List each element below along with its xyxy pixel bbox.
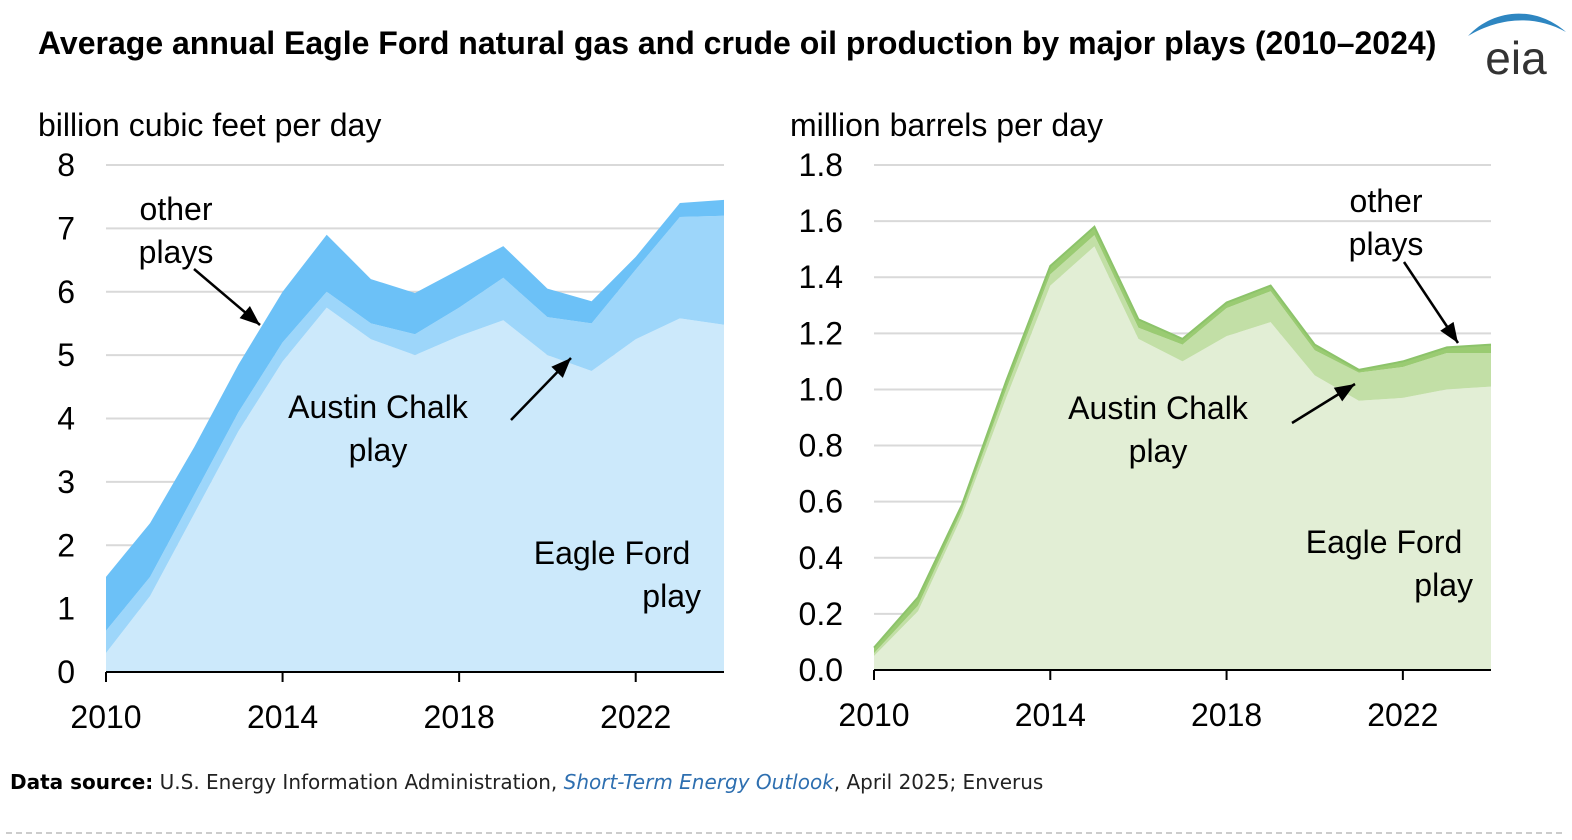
eagle-ford-play-label-line: Eagle Ford xyxy=(1306,524,1463,560)
total-outline xyxy=(873,225,1492,649)
eagle-ford-play-area xyxy=(106,307,724,672)
data-source-note: Data source: U.S. Energy Information Adm… xyxy=(10,770,1043,794)
x-tick-label: 2018 xyxy=(424,699,495,735)
other-plays-label-line: other xyxy=(140,191,213,227)
eagle-ford-play-label-line: play xyxy=(642,578,701,614)
eia-logo-swoosh-icon xyxy=(1468,13,1566,36)
y-tick-label: 1.2 xyxy=(799,315,843,351)
x-tick-label: 2022 xyxy=(600,699,671,735)
steo-link[interactable]: Short-Term Energy Outlook xyxy=(563,770,834,794)
other-plays-label: other plays xyxy=(139,191,214,270)
annotation-arrowhead-icon xyxy=(1333,384,1355,402)
other-plays-label-line: plays xyxy=(1349,226,1424,262)
other-plays-area xyxy=(106,199,724,631)
austin-chalk-play-label: Austin Chalk play xyxy=(288,389,469,468)
other-plays-label-line: other xyxy=(1350,183,1423,219)
y-tick-label: 1.8 xyxy=(799,147,843,183)
y-tick-label: 3 xyxy=(57,464,75,500)
annotation-arrowhead-icon xyxy=(239,305,260,325)
y-tick-label: 8 xyxy=(57,147,75,183)
y-tick-label: 0 xyxy=(57,654,75,690)
other-plays-label: other plays xyxy=(1349,183,1424,262)
austin-chalk-play-area xyxy=(874,235,1491,656)
eagle-ford-play-label-line: Eagle Ford xyxy=(534,535,691,571)
chart-title: Average annual Eagle Ford natural gas an… xyxy=(38,25,1437,61)
y-axis-title: billion cubic feet per day xyxy=(38,107,381,143)
y-tick-label: 1.6 xyxy=(799,203,843,239)
annotation-arrowhead-icon xyxy=(1440,321,1458,343)
x-tick-label: 2010 xyxy=(838,697,909,733)
y-tick-label: 0.4 xyxy=(799,540,843,576)
austin-chalk-play-label-line: play xyxy=(1129,433,1188,469)
oil-production-chart: million barrels per day 0.0 0.2 0.4 0.6 0.8 1.… xyxy=(790,107,1492,733)
y-tick-label: 1 xyxy=(57,591,75,627)
eia-logo: eia xyxy=(1468,13,1566,84)
y-tick-label: 0.8 xyxy=(799,428,843,464)
annotation-arrowhead-icon xyxy=(551,358,571,378)
y-tick-label: 4 xyxy=(57,401,75,437)
y-tick-label: 7 xyxy=(57,210,75,246)
data-source-label: Data source: xyxy=(10,770,154,794)
eagle-ford-play-label: Eagle Ford play xyxy=(534,535,701,614)
x-tick-label: 2022 xyxy=(1367,697,1438,733)
austin-chalk-play-area xyxy=(106,215,724,653)
y-tick-label: 5 xyxy=(57,337,75,373)
y-tick-label: 1.0 xyxy=(799,371,843,407)
eagle-ford-play-area xyxy=(874,246,1491,670)
austin-chalk-play-label-line: play xyxy=(349,432,408,468)
y-tick-label: 1.4 xyxy=(799,259,843,295)
data-source-text: U.S. Energy Information Administration, xyxy=(153,770,564,794)
gas-production-chart: billion cubic feet per day 0 1 2 3 4 5 6 7 8 2010 2… xyxy=(38,107,724,735)
austin-chalk-play-label-line: Austin Chalk xyxy=(1068,390,1249,426)
x-tick-label: 2014 xyxy=(247,699,318,735)
y-tick-label: 0.0 xyxy=(799,652,843,688)
eagle-ford-play-label: Eagle Ford play xyxy=(1306,524,1473,603)
austin-chalk-play-label: Austin Chalk play xyxy=(1068,390,1249,469)
x-tick-label: 2010 xyxy=(70,699,141,735)
eagle-ford-play-label-line: play xyxy=(1414,567,1473,603)
y-tick-label: 0.6 xyxy=(799,484,843,520)
other-plays-label-line: plays xyxy=(139,234,214,270)
eia-logo-text: eia xyxy=(1485,32,1547,84)
austin-chalk-play-label-line: Austin Chalk xyxy=(288,389,469,425)
x-tick-label: 2018 xyxy=(1191,697,1262,733)
y-tick-label: 2 xyxy=(57,527,75,563)
footer-divider xyxy=(6,832,1562,834)
data-source-suffix: , April 2025; Enverus xyxy=(833,770,1044,794)
x-tick-label: 2014 xyxy=(1015,697,1086,733)
y-axis-title: million barrels per day xyxy=(790,107,1103,143)
y-tick-label: 0.2 xyxy=(799,596,843,632)
y-tick-label: 6 xyxy=(57,274,75,310)
